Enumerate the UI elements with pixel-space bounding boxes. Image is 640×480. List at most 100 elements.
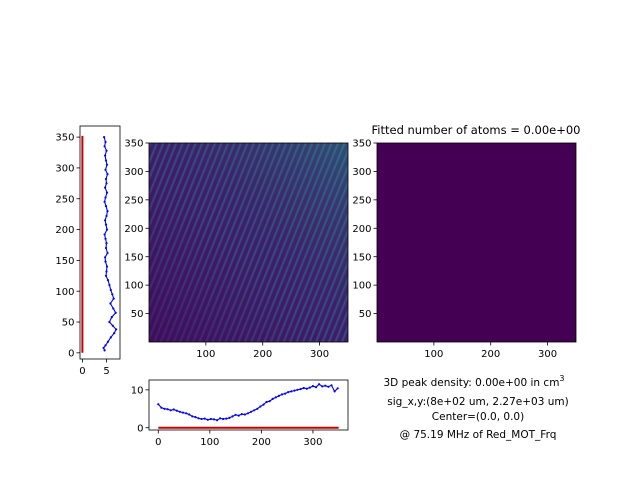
left-profile-data-point	[104, 237, 107, 240]
left-profile-data-point	[104, 159, 108, 162]
bottom-profile-data-point	[333, 390, 336, 393]
bottom-profile-data-point	[243, 413, 246, 416]
bottom-profile-data-point	[256, 407, 259, 410]
bottom-profile-data-point	[225, 417, 228, 420]
left-profile-data-point	[104, 344, 107, 347]
raw-image-ytick-label: 350	[124, 139, 143, 150]
left-profile-data-point	[104, 219, 107, 222]
bottom-profile-data-point	[188, 413, 191, 416]
fit-image-ytick-label: 250	[352, 195, 371, 206]
bottom-profile-data-point	[212, 418, 216, 421]
left-profile-data-point	[108, 283, 111, 287]
bottom-profile-data-point	[259, 405, 262, 408]
left-profile-data-point	[103, 136, 106, 139]
bottom-profile-data-point	[321, 385, 324, 388]
raw-image-ytick-label: 200	[124, 224, 143, 235]
left-profile-data-point	[103, 233, 106, 236]
raw-image-xtick-label: 100	[196, 349, 215, 360]
left-profile-data-point	[109, 302, 112, 305]
left-profile-data-point	[104, 186, 107, 189]
bottom-profile-xtick-label: 100	[200, 437, 219, 448]
bottom-profile-data-point	[237, 414, 240, 417]
fit-image-ytick-label: 100	[352, 281, 371, 292]
bottom-profile-data-point	[194, 416, 197, 419]
bottom-profile-data-point	[222, 417, 225, 421]
frequency-text: @ 75.19 MHz of Red_MOT_Frq	[400, 429, 557, 441]
left-profile-data-point	[106, 173, 109, 176]
fit-image-ytick-label: 300	[352, 167, 371, 178]
bottom-profile-data-point	[271, 397, 274, 400]
left-profile-data-point	[102, 346, 105, 349]
left-profile-ytick-label: 0	[68, 348, 74, 359]
raw-image-ytick-label: 100	[124, 281, 143, 292]
fit-image-plot: Fitted number of atoms = 0.00e+00 50 100 1…	[352, 123, 580, 360]
left-profile-ytick-label: 250	[55, 194, 74, 205]
bottom-profile-data-point	[181, 411, 185, 414]
peak-density-text: 3D peak density: 0.00e+00 in cm3	[383, 374, 564, 389]
bottom-profile-data-point	[216, 419, 219, 422]
fit-image-xtick-label: 300	[538, 349, 557, 360]
left-profile-data-point	[114, 311, 117, 314]
raw-image-plot: 50 100 150 200 250 300 350 100 200 300	[124, 139, 349, 360]
left-profile-data-point	[115, 328, 118, 331]
left-profile-data-point	[108, 320, 111, 324]
left-profile-ytick-label: 350	[55, 133, 74, 144]
left-profile-data-point	[104, 140, 107, 144]
fit-image-ytick-label: 50	[359, 309, 372, 320]
left-profile-ytick-label: 50	[62, 318, 75, 329]
bottom-profile-xtick-label: 200	[252, 437, 271, 448]
bottom-profile-data-point	[314, 386, 318, 389]
left-profile-data-point	[104, 205, 108, 208]
left-profile-data-point	[105, 265, 109, 268]
bottom-profile-data-point	[163, 407, 166, 410]
bottom-profile-data-point	[203, 417, 206, 420]
bottom-profile-data-point	[293, 389, 296, 392]
left-profile-data-point	[110, 316, 113, 319]
bottom-profile-data-point	[234, 413, 237, 416]
bottom-profile-data-point	[327, 385, 330, 388]
left-profile-data-point	[106, 210, 109, 213]
left-profile-plot: 0 50 100 150 200 250 300 350 0 5	[55, 125, 121, 377]
bottom-profile-data-point	[231, 415, 234, 418]
bottom-profile-ytick-label: 10	[131, 385, 144, 396]
bottom-profile-ytick-label: 0	[137, 423, 143, 434]
left-profile-frame	[79, 125, 121, 360]
bottom-profile-data-point	[330, 384, 333, 387]
bottom-profile-data-point	[299, 388, 302, 391]
bottom-profile-data-point	[191, 415, 194, 418]
bottom-profile-data-point	[274, 396, 277, 399]
left-profile-data-point	[109, 336, 112, 339]
fit-image-ytick-label: 200	[352, 224, 371, 235]
left-profile-data-point	[104, 223, 108, 226]
raw-image-ytick-label: 50	[131, 309, 144, 320]
bottom-profile-data-point	[200, 417, 203, 421]
left-profile-data-point	[112, 297, 115, 300]
bottom-profile-data-point	[197, 417, 200, 420]
raw-image-frame	[148, 142, 349, 343]
left-profile-data-point	[111, 293, 114, 296]
left-profile-data-point	[105, 182, 108, 185]
fit-image-fill	[377, 143, 576, 342]
bottom-profile-data-point	[268, 400, 271, 403]
bottom-profile-data-point	[250, 410, 253, 413]
fit-image-xtick-label: 100	[424, 349, 443, 360]
center-text: Center=(0.0, 0.0)	[432, 411, 524, 423]
bottom-profile-data-point	[318, 383, 321, 386]
left-profile-ytick-label: 100	[55, 287, 74, 298]
left-profile-data-point	[111, 324, 114, 327]
left-profile-data-point	[113, 332, 116, 335]
bottom-profile-data-point	[175, 409, 178, 412]
left-profile-xtick-label: 5	[103, 366, 109, 377]
raw-image-xtick-label: 200	[253, 349, 272, 360]
bottom-profile-data-point	[246, 412, 250, 415]
left-profile-data-point	[104, 256, 107, 259]
bottom-profile-data-point	[169, 409, 172, 412]
sigma-text: sig_x,y:(8e+02 um, 2.27e+03 um)	[387, 396, 568, 408]
bottom-profile-data-point	[209, 417, 212, 421]
left-profile-data-point	[105, 149, 108, 152]
raw-image-xtick-label: 300	[310, 349, 329, 360]
bottom-profile-data-point	[160, 406, 163, 409]
bottom-profile-data-point	[311, 385, 314, 388]
bottom-profile-plot: 0 10 0 100 200 300	[131, 379, 349, 448]
